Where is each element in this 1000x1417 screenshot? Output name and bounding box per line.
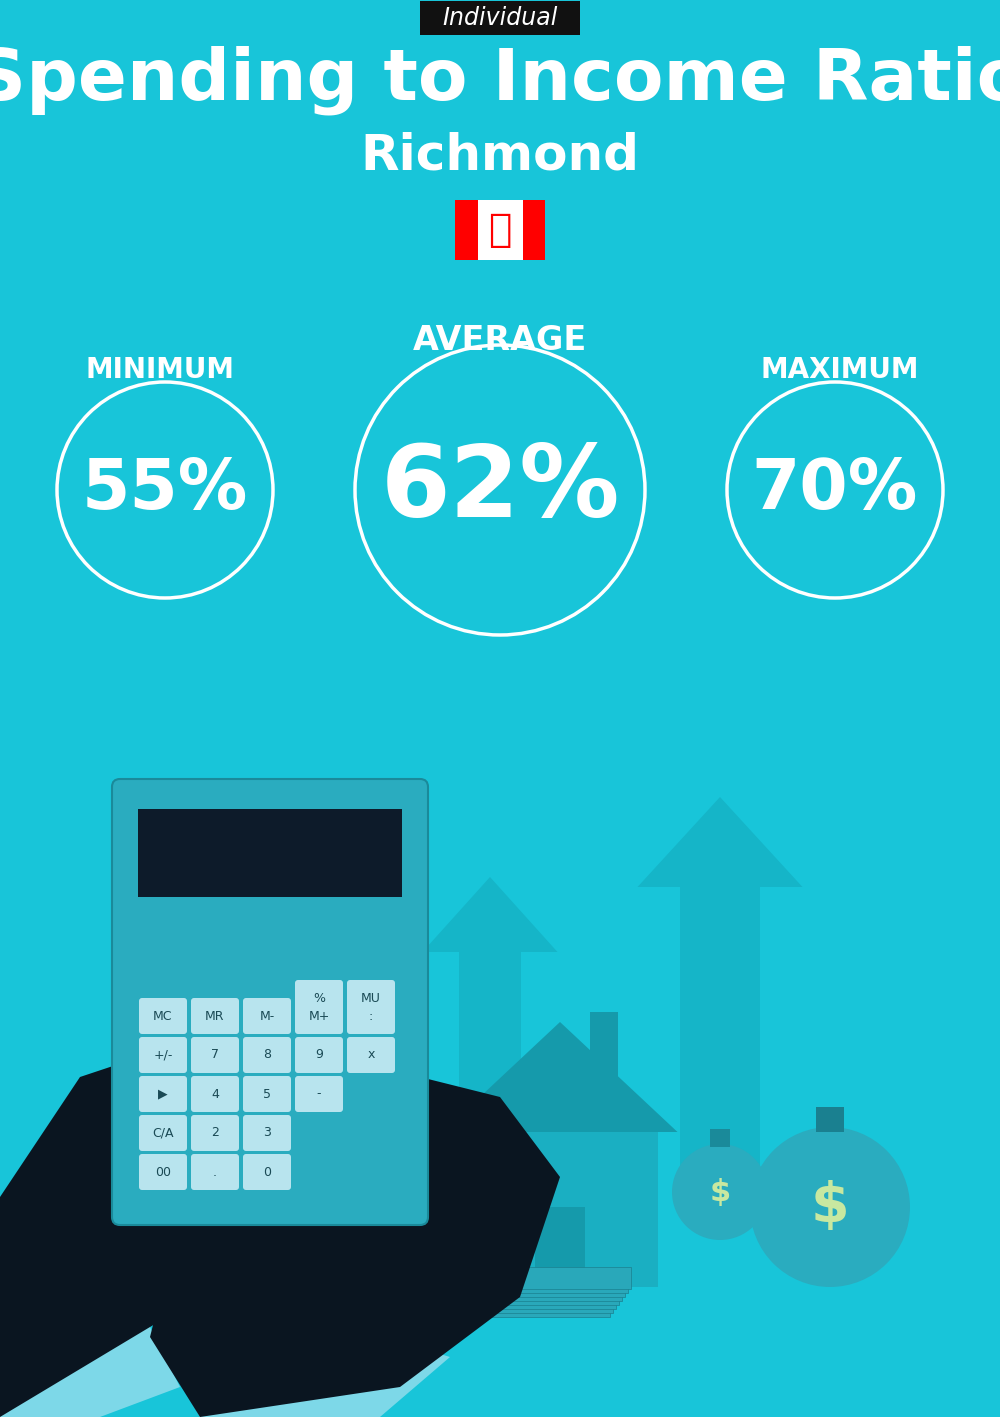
FancyBboxPatch shape [139,1153,187,1190]
Text: MINIMUM: MINIMUM [86,356,234,384]
Text: x: x [367,1049,375,1061]
Polygon shape [150,1067,560,1417]
Polygon shape [638,796,802,887]
Text: C/A: C/A [152,1127,174,1139]
Text: MR: MR [205,1009,225,1023]
Circle shape [672,1144,768,1240]
FancyBboxPatch shape [243,998,291,1034]
Text: -: - [317,1087,321,1101]
Text: Spending to Income Ratio: Spending to Income Ratio [0,45,1000,115]
Text: M-: M- [259,1009,275,1023]
FancyBboxPatch shape [191,1153,239,1190]
FancyBboxPatch shape [112,779,428,1226]
Bar [462,1132,658,1287]
Polygon shape [442,1022,678,1132]
Polygon shape [0,1326,180,1417]
Bar [816,1107,844,1132]
Text: +/-: +/- [153,1049,173,1061]
Bar [492,1280,622,1301]
Text: 🍁: 🍁 [488,211,512,249]
FancyBboxPatch shape [295,981,343,1016]
Bar [495,1275,625,1297]
Circle shape [750,1127,910,1287]
Bar [459,952,521,1217]
Bar [680,887,760,1217]
Bar [486,1287,616,1309]
Text: M+: M+ [308,1009,330,1023]
Bar [138,809,402,897]
Text: MU: MU [361,992,381,1005]
FancyBboxPatch shape [191,1037,239,1073]
Text: :: : [369,1009,373,1023]
Text: 5: 5 [263,1087,271,1101]
Bar [483,1291,613,1314]
FancyBboxPatch shape [139,998,187,1034]
FancyBboxPatch shape [139,1076,187,1112]
FancyBboxPatch shape [243,1153,291,1190]
Text: Richmond: Richmond [360,130,640,179]
Text: ▶: ▶ [158,1087,168,1101]
FancyBboxPatch shape [191,1115,239,1151]
Text: $: $ [811,1180,849,1234]
Text: 9: 9 [315,1049,323,1061]
Text: 3: 3 [263,1127,271,1139]
Bar [305,998,355,1187]
FancyBboxPatch shape [420,1,580,35]
FancyBboxPatch shape [347,1037,395,1073]
FancyBboxPatch shape [295,998,343,1034]
Polygon shape [275,937,385,998]
Text: 2: 2 [211,1127,219,1139]
Text: 70%: 70% [752,456,918,523]
Bar [522,200,545,259]
FancyBboxPatch shape [139,1115,187,1151]
Text: 00: 00 [155,1166,171,1179]
Text: $: $ [709,1178,731,1206]
Text: 0: 0 [263,1166,271,1179]
Polygon shape [0,1037,310,1417]
Text: Individual: Individual [442,6,558,30]
Bar [498,1271,628,1292]
FancyBboxPatch shape [243,1037,291,1073]
FancyBboxPatch shape [347,981,395,1016]
FancyBboxPatch shape [243,1115,291,1151]
Bar [710,1129,730,1146]
Bar [455,200,478,259]
Bar [535,1207,585,1287]
FancyBboxPatch shape [243,1076,291,1112]
FancyBboxPatch shape [191,998,239,1034]
Text: AVERAGE: AVERAGE [413,323,587,357]
FancyBboxPatch shape [295,1076,343,1112]
Text: 4: 4 [211,1087,219,1101]
Bar [480,1295,610,1316]
FancyBboxPatch shape [191,1076,239,1112]
Text: 8: 8 [263,1049,271,1061]
Bar [501,1267,631,1289]
Text: MAXIMUM: MAXIMUM [761,356,919,384]
Bar [590,1012,618,1083]
Polygon shape [160,1316,450,1417]
FancyBboxPatch shape [139,1037,187,1073]
Text: .: . [213,1166,217,1179]
Bar [489,1282,619,1305]
Text: 55%: 55% [82,456,248,523]
Text: 62%: 62% [380,442,620,538]
Text: 7: 7 [211,1049,219,1061]
Polygon shape [422,877,558,952]
FancyBboxPatch shape [347,998,395,1034]
Text: %: % [313,992,325,1005]
Bar [478,200,522,259]
FancyBboxPatch shape [295,1037,343,1073]
Text: MC: MC [153,1009,173,1023]
